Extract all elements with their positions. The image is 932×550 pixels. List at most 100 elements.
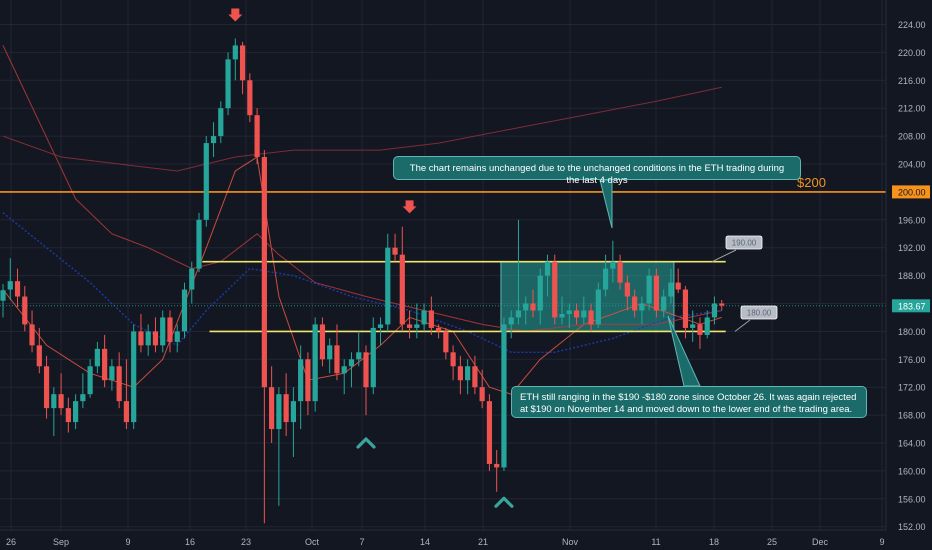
candle-body[interactable] — [501, 324, 507, 468]
candle-body[interactable] — [697, 324, 703, 335]
candle-body[interactable] — [261, 157, 267, 388]
candle-body[interactable] — [443, 331, 449, 353]
candle-body[interactable] — [94, 348, 100, 367]
candle-body[interactable] — [537, 275, 543, 311]
candles[interactable] — [0, 38, 725, 524]
candle-body[interactable] — [559, 313, 565, 318]
candle-body[interactable] — [661, 296, 667, 311]
candle-body[interactable] — [0, 290, 6, 301]
candle-body[interactable] — [138, 331, 144, 346]
candle-body[interactable] — [36, 345, 42, 367]
candle-body[interactable] — [196, 219, 202, 269]
candle-body[interactable] — [348, 359, 355, 367]
candle-body[interactable] — [421, 310, 427, 325]
candle-body[interactable] — [283, 394, 289, 423]
candle-body[interactable] — [334, 345, 340, 374]
candle-body[interactable] — [675, 282, 681, 290]
candle-body[interactable] — [573, 310, 580, 318]
candle-body[interactable] — [632, 296, 638, 311]
candle-body[interactable] — [305, 359, 311, 402]
candle-body[interactable] — [385, 247, 391, 325]
candle-body[interactable] — [232, 45, 238, 60]
candle-body[interactable] — [617, 261, 623, 283]
candle-body[interactable] — [370, 327, 376, 388]
candle-body[interactable] — [523, 303, 529, 311]
candle-body[interactable] — [239, 45, 246, 81]
candle-body[interactable] — [406, 324, 413, 328]
candle-body[interactable] — [225, 59, 231, 109]
candle-body[interactable] — [653, 275, 659, 311]
candle-body[interactable] — [29, 324, 35, 346]
candle-body[interactable] — [203, 143, 209, 220]
candle-body[interactable] — [73, 401, 79, 423]
candle-body[interactable] — [494, 463, 500, 468]
candle-body[interactable] — [167, 317, 173, 342]
candle-body[interactable] — [595, 289, 601, 325]
candle-body[interactable] — [508, 317, 514, 325]
candle-body[interactable] — [254, 115, 260, 158]
candle-body[interactable] — [51, 394, 57, 409]
candle-body[interactable] — [145, 331, 151, 346]
candle-body[interactable] — [131, 331, 137, 423]
candle-body[interactable] — [377, 324, 384, 328]
candle-body[interactable] — [486, 401, 493, 464]
candle-body[interactable] — [341, 366, 347, 374]
candle-body[interactable] — [711, 303, 718, 318]
candle-body[interactable] — [327, 345, 333, 360]
candle-body[interactable] — [392, 247, 398, 255]
candle-body[interactable] — [690, 324, 696, 328]
candle-body[interactable] — [22, 296, 28, 325]
candle-body[interactable] — [428, 310, 434, 328]
candle-body[interactable] — [602, 268, 609, 290]
x-axis[interactable]: 26 Sep 9 16 23 Oct 7 14 21 Nov 11 18 25 Dec 9 — [6, 537, 885, 547]
candle-body[interactable] — [109, 366, 115, 381]
candle-body[interactable] — [399, 254, 405, 325]
candle-body[interactable] — [436, 327, 442, 332]
candle-body[interactable] — [472, 366, 478, 388]
candle-body[interactable] — [588, 310, 594, 325]
candle-body[interactable] — [65, 408, 71, 423]
candle-body[interactable] — [152, 331, 159, 346]
candle-body[interactable] — [414, 324, 420, 328]
candle-body[interactable] — [174, 331, 180, 342]
candle-body[interactable] — [479, 387, 485, 402]
candle-body[interactable] — [14, 281, 21, 297]
candle-body[interactable] — [639, 303, 645, 311]
candle-body[interactable] — [704, 317, 710, 335]
candle-body[interactable] — [87, 366, 93, 395]
candle-body[interactable] — [80, 394, 86, 402]
candle-body[interactable] — [269, 387, 275, 430]
candle-body[interactable] — [319, 324, 326, 360]
candle-body[interactable] — [356, 352, 362, 360]
candle-body[interactable] — [363, 352, 369, 388]
candle-body[interactable] — [58, 394, 64, 409]
candle-body[interactable] — [682, 289, 689, 328]
candle-body[interactable] — [530, 303, 536, 311]
candle-body[interactable] — [465, 366, 471, 381]
candle-body[interactable] — [247, 80, 253, 116]
candle-body[interactable] — [312, 324, 318, 402]
candle-body[interactable] — [581, 310, 587, 318]
candle-body[interactable] — [181, 289, 188, 332]
candle-body[interactable] — [457, 366, 463, 381]
candle-body[interactable] — [668, 282, 674, 297]
candle-body[interactable] — [624, 282, 630, 297]
candle-body[interactable] — [450, 352, 456, 367]
candle-body[interactable] — [719, 303, 725, 306]
candle-body[interactable] — [43, 366, 50, 409]
candle-body[interactable] — [160, 317, 166, 346]
candle-body[interactable] — [544, 261, 551, 276]
candle-body[interactable] — [189, 268, 195, 290]
candle-body[interactable] — [7, 281, 13, 290]
candle-body[interactable] — [123, 401, 130, 423]
candle-body[interactable] — [515, 310, 522, 318]
candle-body[interactable] — [610, 261, 616, 269]
candle-body[interactable] — [102, 348, 108, 381]
candle-body[interactable] — [298, 359, 304, 402]
candle-body[interactable] — [290, 401, 296, 423]
candle-body[interactable] — [276, 394, 282, 430]
candle-body[interactable] — [218, 108, 224, 137]
candle-body[interactable] — [210, 136, 217, 144]
candle-body[interactable] — [646, 275, 652, 304]
